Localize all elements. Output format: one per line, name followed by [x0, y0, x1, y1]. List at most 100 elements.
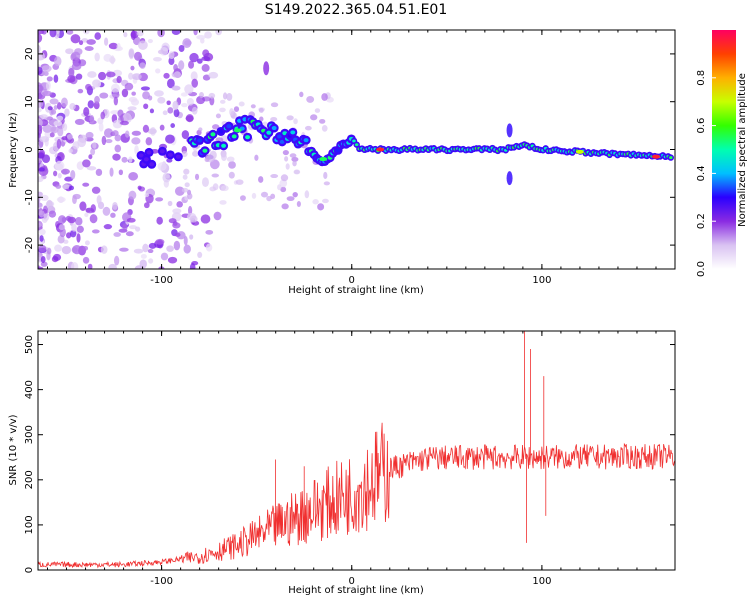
- noise-blob: [49, 30, 57, 38]
- noise-blob: [289, 153, 297, 158]
- noise-blob: [75, 217, 83, 226]
- noise-blob: [145, 137, 153, 146]
- noise-blob: [171, 30, 181, 35]
- noise-blob: [166, 78, 175, 89]
- noise-blob: [64, 108, 70, 117]
- noise-blob: [85, 131, 94, 139]
- ridge-core: [175, 154, 181, 159]
- noise-blob: [116, 42, 121, 51]
- noise-blob: [292, 191, 298, 198]
- spectrogram-ylabel: Frequency (Hz): [8, 112, 19, 188]
- noise-blob: [135, 226, 141, 232]
- noise-blob: [281, 203, 289, 210]
- noise-blob: [90, 148, 96, 156]
- noise-blob: [201, 177, 209, 187]
- noise-blob: [157, 162, 167, 171]
- noise-blob: [54, 56, 62, 67]
- noise-blob: [314, 108, 321, 113]
- noise-blob: [251, 192, 257, 199]
- noise-blob: [148, 258, 154, 264]
- noise-blob: [53, 105, 58, 110]
- noise-blob: [189, 215, 198, 223]
- noise-blob: [205, 243, 213, 252]
- noise-blob: [211, 173, 220, 178]
- noise-blob: [174, 232, 181, 237]
- noise-blob: [296, 201, 301, 207]
- noise-blob: [323, 171, 328, 180]
- noise-blob: [182, 174, 188, 180]
- noise-blob: [77, 88, 84, 94]
- ridge-core: [143, 157, 149, 162]
- noise-blob: [279, 179, 288, 188]
- noise-blob: [57, 173, 62, 179]
- noise-blob: [71, 62, 82, 71]
- noise-blob: [321, 93, 328, 101]
- ridge-core: [245, 135, 251, 140]
- colorbar-ticks: 0.0 0.2 0.4 0.6 0.8: [696, 70, 716, 277]
- noise-blob: [185, 114, 194, 123]
- noise-blob: [215, 113, 221, 119]
- noise-blob: [88, 154, 93, 160]
- noise-blob: [68, 67, 75, 78]
- noise-blob: [53, 74, 59, 83]
- noise-blob: [38, 99, 44, 108]
- noise-blob: [196, 58, 203, 64]
- noise-blob: [226, 156, 235, 162]
- noise-blob: [87, 100, 94, 109]
- noise-blob: [112, 130, 119, 137]
- noise-blob: [103, 128, 114, 138]
- snr-panel: -100 0 100 0 100 200 300 400 500 Height of strai…: [8, 330, 676, 596]
- noise-blob: [91, 229, 100, 234]
- noise-blob: [157, 96, 166, 104]
- noise-blob: [147, 95, 153, 101]
- noise-blob: [133, 51, 143, 61]
- noise-blob: [110, 212, 116, 218]
- noise-blob: [83, 30, 90, 35]
- noise-blob: [89, 114, 95, 124]
- noise-blob: [128, 171, 139, 181]
- spectrogram-ridge: [136, 114, 675, 169]
- snr-xtick-label: 0: [349, 576, 355, 587]
- noise-blob: [239, 195, 246, 201]
- ridge-core: [303, 138, 309, 143]
- noise-blob: [286, 196, 295, 202]
- spectrogram-ytick-label: 10: [24, 95, 35, 108]
- noise-blob: [46, 76, 53, 82]
- side-lobe: [263, 61, 270, 76]
- spectrogram-ytick-label: 0: [24, 146, 35, 152]
- ridge-core: [210, 132, 216, 137]
- noise-blob: [50, 126, 59, 134]
- noise-blob: [39, 235, 44, 242]
- noise-blob: [163, 72, 170, 79]
- noise-blob: [199, 91, 204, 98]
- spectrogram-xtick-label: 0: [349, 275, 355, 286]
- noise-blob: [183, 244, 191, 254]
- snr-ytick-label: 400: [24, 380, 35, 399]
- noise-blob: [317, 203, 325, 211]
- noise-blob: [67, 75, 76, 83]
- noise-blob: [270, 117, 278, 122]
- noise-blob: [197, 251, 203, 258]
- noise-blob: [209, 96, 215, 106]
- noise-blob: [52, 253, 62, 261]
- noise-blob: [103, 224, 113, 230]
- noise-blob: [78, 40, 84, 46]
- noise-blob: [140, 86, 151, 91]
- noise-blob: [260, 191, 269, 198]
- noise-blob: [81, 38, 89, 43]
- spectrogram-ytick-label: -20: [24, 237, 35, 253]
- noise-blob: [46, 247, 52, 255]
- noise-blob: [130, 30, 136, 41]
- noise-blob: [168, 218, 177, 224]
- noise-blob: [38, 196, 41, 204]
- noise-blob: [172, 100, 179, 111]
- noise-blob: [71, 51, 81, 60]
- spectrogram-xtick-label: -100: [150, 275, 173, 286]
- noise-blob: [184, 182, 190, 188]
- noise-blob: [114, 144, 122, 153]
- noise-blob: [173, 240, 181, 251]
- noise-blob: [70, 230, 77, 238]
- noise-blob: [164, 174, 170, 179]
- noise-blob: [159, 124, 165, 131]
- noise-blob: [148, 242, 157, 249]
